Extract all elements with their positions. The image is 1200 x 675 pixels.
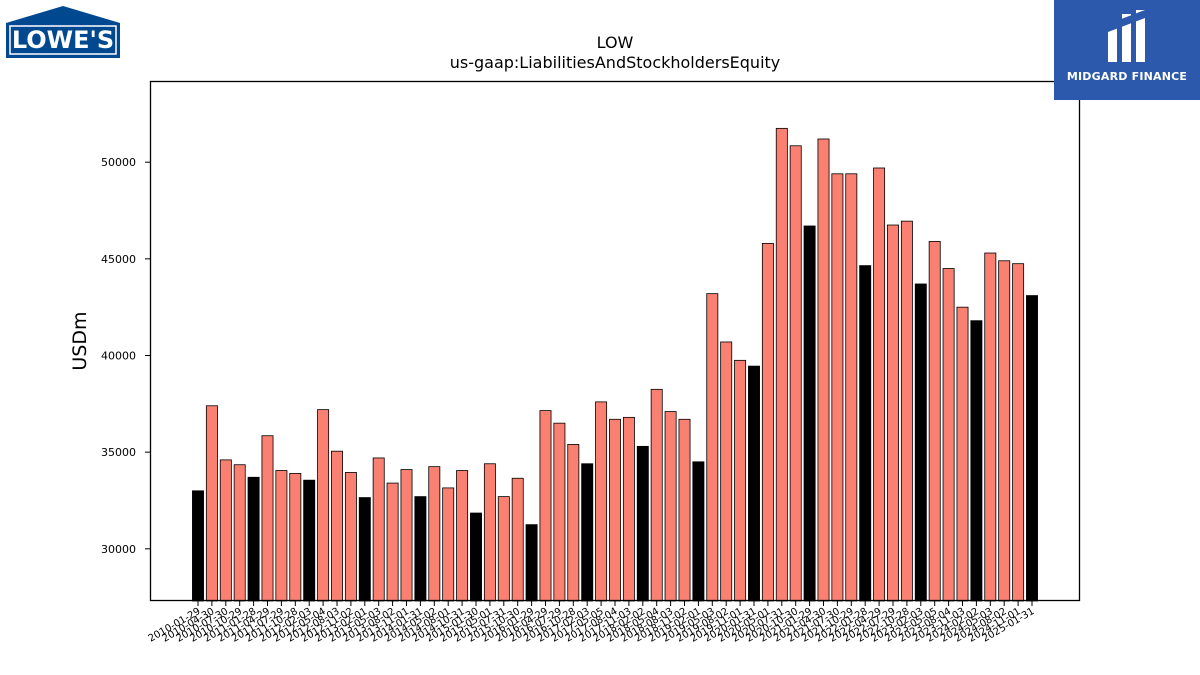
bar-2019-05-03 [706, 293, 719, 602]
bar-2025-01-31 [1026, 295, 1038, 602]
bar-2017-11-03 [622, 416, 635, 602]
bar-2015-01-30 [470, 512, 482, 602]
bar-2019-11-01 [734, 359, 747, 602]
bar-2013-11-01 [400, 469, 413, 602]
bar-2023-02-03 [914, 283, 927, 602]
bar-2012-02-03 [303, 479, 316, 602]
bars-group [192, 127, 1038, 602]
bar-2013-08-02 [386, 482, 399, 602]
bar-2012-08-03 [331, 450, 343, 602]
x-axis-ticks: 2010-01-292010-04-302010-07-302010-10-29… [147, 601, 1037, 645]
bar-2022-10-28 [900, 220, 913, 602]
bar-2018-08-03 [664, 411, 677, 602]
bar-2020-10-30 [789, 145, 802, 602]
bar-2013-05-03 [372, 457, 385, 602]
bar-2024-11-01 [1012, 263, 1025, 602]
bar-2022-01-28 [859, 265, 872, 602]
bar-2011-01-28 [247, 476, 260, 602]
bar-2017-08-04 [609, 418, 621, 602]
bar-2014-08-01 [442, 487, 455, 602]
bar-2016-07-29 [553, 422, 566, 602]
midgard-logo-text: MIDGARD FINANCE [1066, 70, 1188, 83]
y-tick-label: 35000 [101, 446, 136, 459]
y-tick-label: 30000 [101, 543, 136, 556]
chart-title: LOW [597, 33, 634, 52]
y-axis-ticks: 30000 35000 40000 45000 50000 [101, 156, 150, 556]
bar-2012-11-02 [344, 472, 357, 602]
bar-2023-11-03 [956, 306, 969, 602]
midgard-finance-logo: MIDGARD FINANCE [1054, 0, 1200, 100]
y-axis-label: USDm [69, 311, 91, 370]
bar-2015-10-30 [511, 477, 524, 602]
bar-2011-10-28 [289, 473, 302, 602]
bar-2021-07-30 [831, 173, 844, 602]
bar-2023-08-04 [942, 268, 955, 602]
bar-2016-10-28 [567, 444, 580, 602]
bar-2020-07-31 [775, 127, 788, 602]
y-tick-label: 45000 [101, 253, 136, 266]
bar-2019-02-01 [692, 461, 705, 602]
bar-2012-05-04 [317, 409, 330, 602]
bar-2010-10-29 [233, 464, 246, 602]
bar-2021-10-29 [845, 173, 858, 602]
bar-2011-07-29 [275, 470, 288, 602]
plot-frame [149, 80, 1081, 602]
bar-2024-02-02 [970, 320, 983, 602]
y-tick-label: 40000 [101, 349, 136, 362]
bar-2020-05-01 [761, 242, 774, 602]
bar-2023-05-05 [928, 241, 941, 602]
bar-2020-01-31 [748, 365, 760, 602]
bar-2022-07-29 [887, 224, 899, 602]
bar-2016-01-29 [525, 524, 538, 602]
bar-2018-05-04 [650, 388, 663, 602]
bar-2021-04-30 [817, 138, 830, 602]
bar-2014-05-02 [428, 466, 441, 602]
bar-2024-08-02 [998, 260, 1011, 602]
bar-2014-01-31 [414, 496, 427, 602]
midgard-emblem-icon [1108, 10, 1145, 62]
bar-2010-01-29 [192, 490, 204, 602]
bar-2013-02-01 [358, 497, 371, 602]
bar-2017-02-03 [581, 463, 594, 602]
bar-2017-05-05 [595, 401, 608, 602]
bar-2018-02-02 [636, 445, 649, 602]
bar-2018-11-02 [678, 418, 691, 602]
bar-2016-04-29 [539, 410, 552, 602]
lowes-logo-text: LOWE'S [12, 26, 114, 54]
bar-2019-08-02 [720, 341, 733, 602]
bar-2015-05-01 [483, 463, 496, 602]
bar-2024-05-03 [984, 252, 997, 602]
bar-2014-10-31 [456, 470, 469, 602]
y-tick-label: 50000 [101, 156, 136, 169]
bar-2021-01-29 [803, 225, 816, 602]
bar-2011-04-29 [261, 435, 274, 602]
chart-subtitle: us-gaap:LiabilitiesAndStockholdersEquity [450, 53, 781, 72]
bar-2022-04-29 [873, 167, 886, 602]
bar-2010-04-30 [205, 405, 218, 602]
bar-2015-07-31 [497, 496, 510, 602]
lowes-logo: LOWE'S [6, 6, 120, 58]
bar-2010-07-30 [219, 459, 232, 602]
